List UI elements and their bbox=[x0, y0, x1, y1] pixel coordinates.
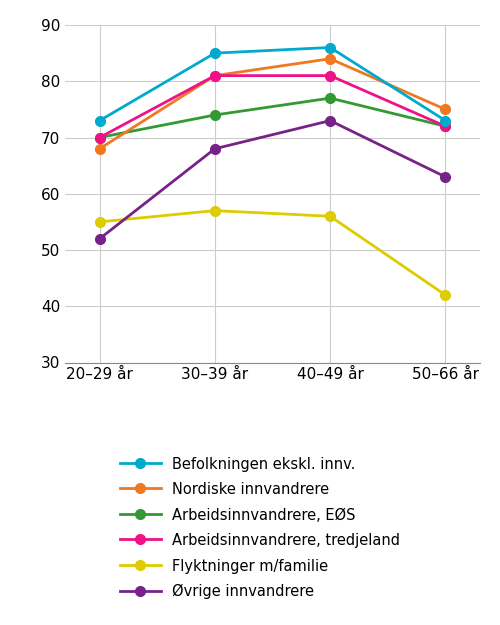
Arbeidsinnvandrere, tredjeland bbox=[96, 134, 102, 141]
Legend: Befolkningen ekskl. innv., Nordiske innvandrere, Arbeidsinnvandrere, EØS, Arbeid: Befolkningen ekskl. innv., Nordiske innv… bbox=[114, 451, 406, 605]
Øvrige innvandrere bbox=[442, 173, 448, 181]
Line: Arbeidsinnvandrere, EØS: Arbeidsinnvandrere, EØS bbox=[94, 93, 450, 142]
Arbeidsinnvandrere, tredjeland bbox=[442, 122, 448, 130]
Line: Flyktninger m/familie: Flyktninger m/familie bbox=[94, 206, 450, 300]
Arbeidsinnvandrere, EØS bbox=[327, 94, 333, 102]
Nordiske innvandrere bbox=[327, 55, 333, 63]
Flyktninger m/familie bbox=[96, 218, 102, 226]
Flyktninger m/familie bbox=[327, 213, 333, 220]
Line: Arbeidsinnvandrere, tredjeland: Arbeidsinnvandrere, tredjeland bbox=[94, 71, 450, 142]
Øvrige innvandrere bbox=[96, 235, 102, 242]
Nordiske innvandrere bbox=[96, 145, 102, 152]
Befolkningen ekskl. innv. bbox=[96, 117, 102, 124]
Flyktninger m/familie bbox=[212, 207, 218, 214]
Befolkningen ekskl. innv. bbox=[212, 49, 218, 57]
Befolkningen ekskl. innv. bbox=[327, 44, 333, 51]
Arbeidsinnvandrere, EØS bbox=[442, 122, 448, 130]
Øvrige innvandrere bbox=[327, 117, 333, 124]
Øvrige innvandrere bbox=[212, 145, 218, 152]
Flyktninger m/familie bbox=[442, 291, 448, 299]
Arbeidsinnvandrere, tredjeland bbox=[212, 72, 218, 79]
Line: Nordiske innvandrere: Nordiske innvandrere bbox=[94, 54, 450, 154]
Line: Øvrige innvandrere: Øvrige innvandrere bbox=[94, 116, 450, 244]
Nordiske innvandrere bbox=[212, 72, 218, 79]
Line: Befolkningen ekskl. innv.: Befolkningen ekskl. innv. bbox=[94, 42, 450, 126]
Arbeidsinnvandrere, EØS bbox=[96, 134, 102, 141]
Arbeidsinnvandrere, EØS bbox=[212, 111, 218, 119]
Befolkningen ekskl. innv. bbox=[442, 117, 448, 124]
Arbeidsinnvandrere, tredjeland bbox=[327, 72, 333, 79]
Nordiske innvandrere bbox=[442, 106, 448, 113]
